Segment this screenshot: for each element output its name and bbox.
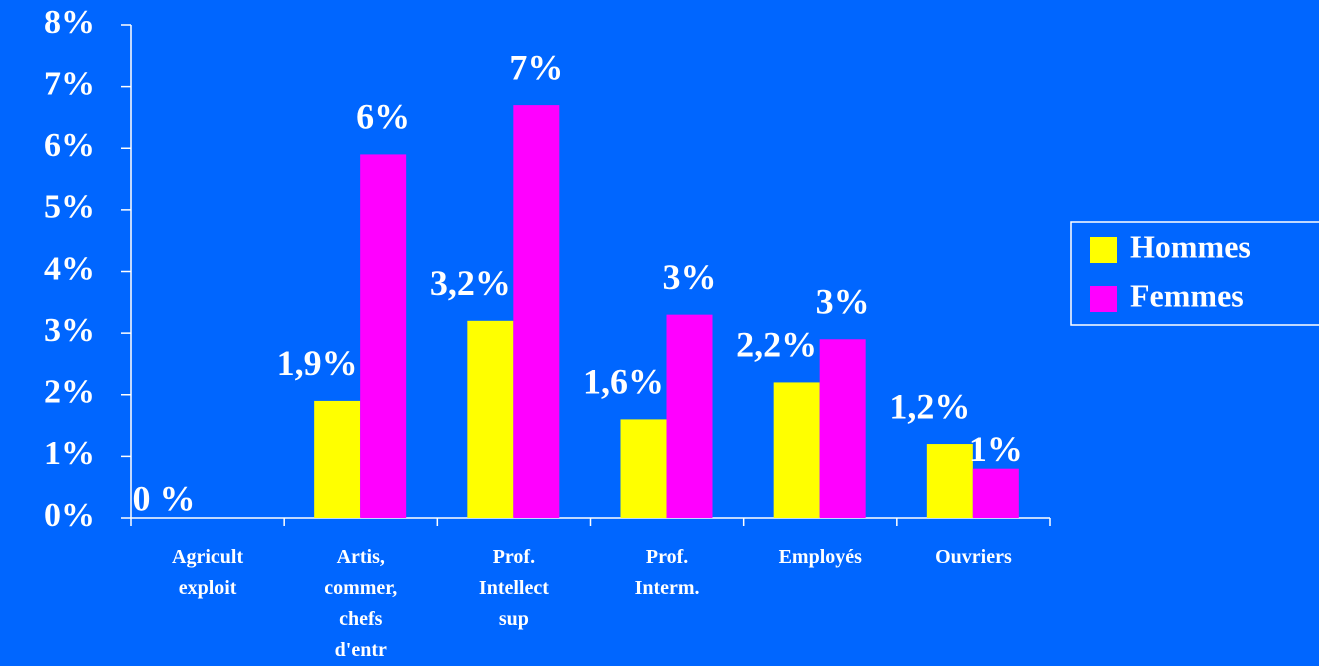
- y-tick-label: 3%: [44, 312, 95, 349]
- legend-swatch: [1090, 286, 1117, 312]
- bar: [773, 382, 820, 518]
- x-tick-label-line: Ouvriers: [935, 546, 1012, 568]
- value-label: 1%: [969, 429, 1023, 469]
- value-label: 1,9%: [277, 343, 358, 383]
- value-label: 1,6%: [583, 362, 664, 402]
- bar: [467, 320, 514, 518]
- x-tick-label-line: Agricult: [172, 546, 243, 568]
- value-label: 1,2%: [889, 386, 970, 426]
- legend-label: Hommes: [1130, 228, 1251, 264]
- legend-swatch: [1090, 237, 1117, 263]
- value-label: 0 %: [133, 478, 196, 518]
- x-tick-label-line: Prof.: [646, 546, 688, 568]
- x-tick-label: Employés: [779, 546, 863, 568]
- y-tick-label: 4%: [44, 250, 95, 287]
- y-tick-label: 0%: [44, 497, 95, 534]
- bar: [926, 444, 973, 518]
- y-tick-label: 6%: [44, 127, 95, 164]
- x-tick-label-line: Prof.: [493, 546, 535, 568]
- x-tick-label-line: sup: [499, 608, 529, 630]
- bar: [972, 468, 1019, 518]
- x-tick-label-line: Artis,: [337, 546, 385, 568]
- bar: [819, 339, 866, 518]
- y-tick-label: 5%: [44, 189, 95, 226]
- x-tick-label-line: exploit: [179, 577, 237, 599]
- bar: [620, 419, 667, 518]
- y-tick-label: 2%: [44, 374, 95, 411]
- value-label: 3%: [663, 257, 717, 297]
- y-tick-label: 8%: [44, 4, 95, 41]
- value-label: 2,2%: [736, 325, 817, 365]
- x-tick-label-line: Employés: [779, 546, 863, 568]
- value-label: 3%: [816, 282, 870, 322]
- legend-label: Femmes: [1130, 277, 1244, 313]
- x-tick-label-line: Intellect: [479, 577, 549, 599]
- x-tick-label-line: d'entr: [335, 639, 387, 661]
- x-tick-label: Prof. Interm.: [635, 546, 700, 599]
- value-label: 3,2%: [430, 263, 511, 303]
- bar: [513, 105, 560, 519]
- bar: [314, 400, 361, 518]
- value-label: 7%: [509, 47, 563, 87]
- x-tick-label: Agricult exploit: [172, 546, 243, 599]
- legend-box: [1070, 221, 1319, 326]
- bar: [666, 314, 713, 518]
- x-tick-label: Prof. Intellect sup: [479, 546, 549, 630]
- value-label: 6%: [356, 97, 410, 137]
- x-tick-label-line: Interm.: [635, 577, 700, 599]
- x-tick-label: Artis, commer, chefs d'entr: [324, 546, 397, 661]
- y-tick-label: 1%: [44, 435, 95, 472]
- x-tick-label-line: commer,: [324, 577, 397, 599]
- x-tick-label-line: chefs: [339, 608, 383, 630]
- x-tick-label: Ouvriers: [935, 546, 1012, 568]
- legend: Hommes Femmes: [1070, 221, 1319, 326]
- bar: [360, 154, 407, 518]
- y-tick-label: 7%: [44, 65, 95, 102]
